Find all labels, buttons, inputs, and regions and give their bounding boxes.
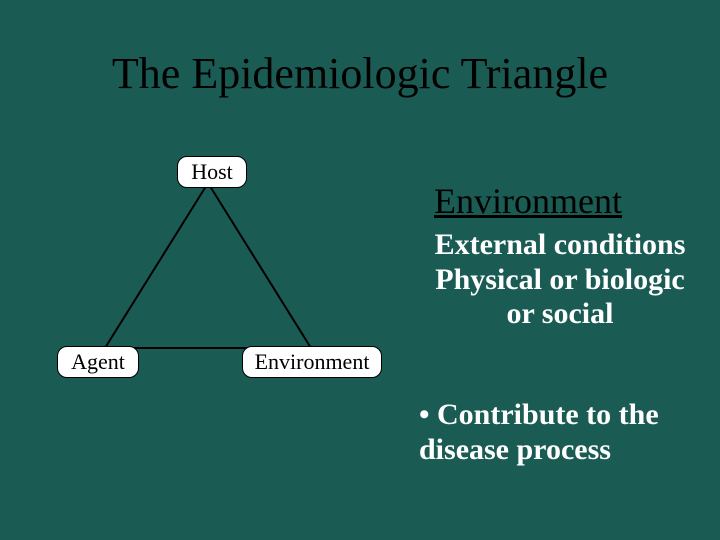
subtext-line1: External conditions [435, 228, 686, 261]
bullet-line1: Contribute to the [437, 398, 659, 431]
panel-bullet: • Contribute to the disease process [419, 398, 659, 467]
subtext-line2: Physical or biologic [435, 263, 684, 296]
vertex-environment: Environment [242, 346, 382, 378]
bullet-line2: disease process [419, 433, 611, 466]
vertex-agent-label: Agent [71, 349, 125, 374]
panel-heading: Environment [434, 180, 622, 222]
panel-subtext: External conditions Physical or biologic… [410, 228, 710, 332]
vertex-host: Host [177, 156, 247, 188]
bullet-marker: • [419, 398, 430, 431]
vertex-host-label: Host [191, 159, 233, 184]
vertex-environment-label: Environment [255, 349, 370, 374]
subtext-line3: or social [507, 297, 614, 330]
vertex-agent: Agent [57, 346, 139, 378]
